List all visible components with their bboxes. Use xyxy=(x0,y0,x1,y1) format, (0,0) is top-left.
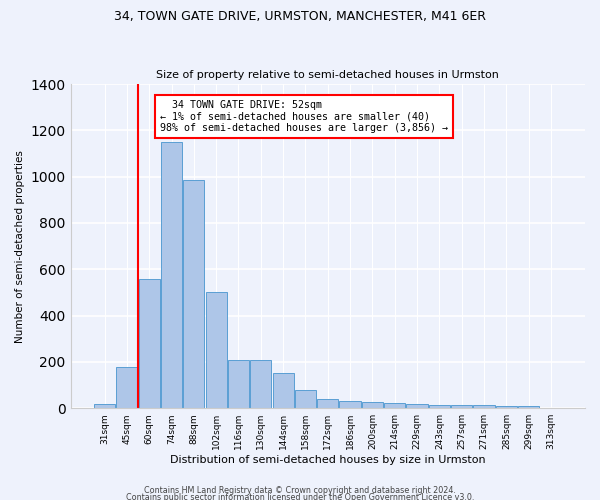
Bar xyxy=(518,406,539,408)
Bar xyxy=(272,374,294,408)
Bar xyxy=(183,180,205,408)
Bar xyxy=(116,366,137,408)
Bar xyxy=(139,278,160,408)
Text: Contains public sector information licensed under the Open Government Licence v3: Contains public sector information licen… xyxy=(126,494,474,500)
Text: 34 TOWN GATE DRIVE: 52sqm
← 1% of semi-detached houses are smaller (40)
98% of s: 34 TOWN GATE DRIVE: 52sqm ← 1% of semi-d… xyxy=(160,100,448,133)
Bar xyxy=(384,403,406,408)
Bar xyxy=(161,142,182,408)
Bar xyxy=(295,390,316,408)
Y-axis label: Number of semi-detached properties: Number of semi-detached properties xyxy=(15,150,25,342)
Title: Size of property relative to semi-detached houses in Urmston: Size of property relative to semi-detach… xyxy=(157,70,499,81)
Bar xyxy=(451,404,472,408)
Text: Contains HM Land Registry data © Crown copyright and database right 2024.: Contains HM Land Registry data © Crown c… xyxy=(144,486,456,495)
Bar xyxy=(429,404,450,408)
Bar xyxy=(340,402,361,408)
Bar xyxy=(250,360,271,408)
Bar xyxy=(362,402,383,408)
Bar xyxy=(228,360,249,408)
Bar xyxy=(473,406,494,408)
Bar xyxy=(206,292,227,408)
Text: 34, TOWN GATE DRIVE, URMSTON, MANCHESTER, M41 6ER: 34, TOWN GATE DRIVE, URMSTON, MANCHESTER… xyxy=(114,10,486,23)
Bar xyxy=(406,404,428,408)
Bar xyxy=(317,399,338,408)
Bar xyxy=(94,404,115,408)
Bar xyxy=(496,406,517,408)
X-axis label: Distribution of semi-detached houses by size in Urmston: Distribution of semi-detached houses by … xyxy=(170,455,485,465)
